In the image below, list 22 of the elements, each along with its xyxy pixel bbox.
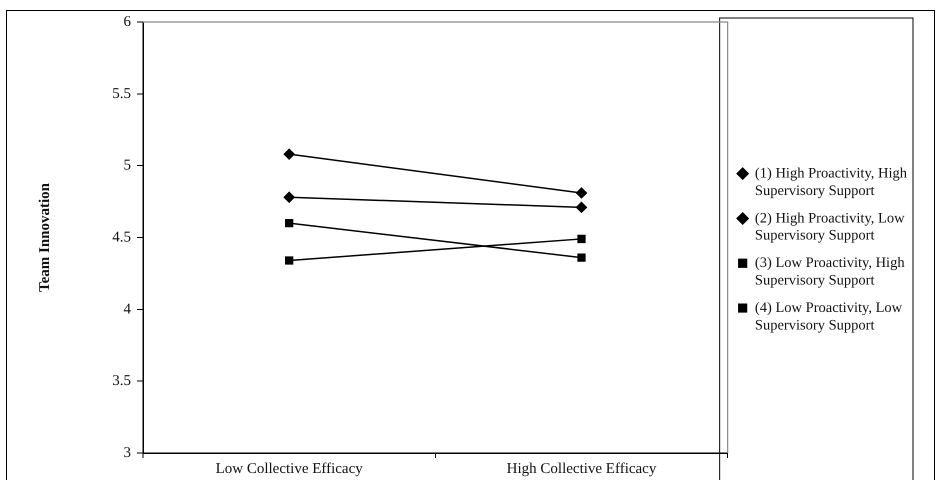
point xyxy=(576,202,588,213)
legend-label: (1) High Proactivity, High Supervisory Support xyxy=(754,165,908,199)
legend-label: (4) Low Proactivity, Low Supervisory Support xyxy=(754,300,903,334)
point xyxy=(577,234,586,244)
point xyxy=(576,187,588,199)
point xyxy=(577,253,586,262)
y-tick-label: 5 xyxy=(124,158,131,174)
legend-label: (2) High Proactivity, Low Supervisory Support xyxy=(754,210,906,244)
y-tick-label: 3.5 xyxy=(112,373,131,390)
y-tick-label: 3 xyxy=(124,444,131,461)
point xyxy=(285,219,294,228)
point xyxy=(285,256,294,265)
point xyxy=(284,148,295,160)
x-tick-label: High Collective Efficacy xyxy=(506,460,657,477)
legend-label: (3) Low Proactivity, High Supervisory Support xyxy=(754,255,906,288)
y-tick-label: 6 xyxy=(124,14,132,30)
y-tick-label: 4 xyxy=(124,301,132,318)
point xyxy=(284,192,295,203)
y-axis-title: Team Innovation xyxy=(36,182,53,292)
y-tick-label: 5.5 xyxy=(112,86,131,102)
y-tick-label: 4.5 xyxy=(112,229,131,246)
x-tick-label: Low Collective Efficacy xyxy=(216,460,364,477)
